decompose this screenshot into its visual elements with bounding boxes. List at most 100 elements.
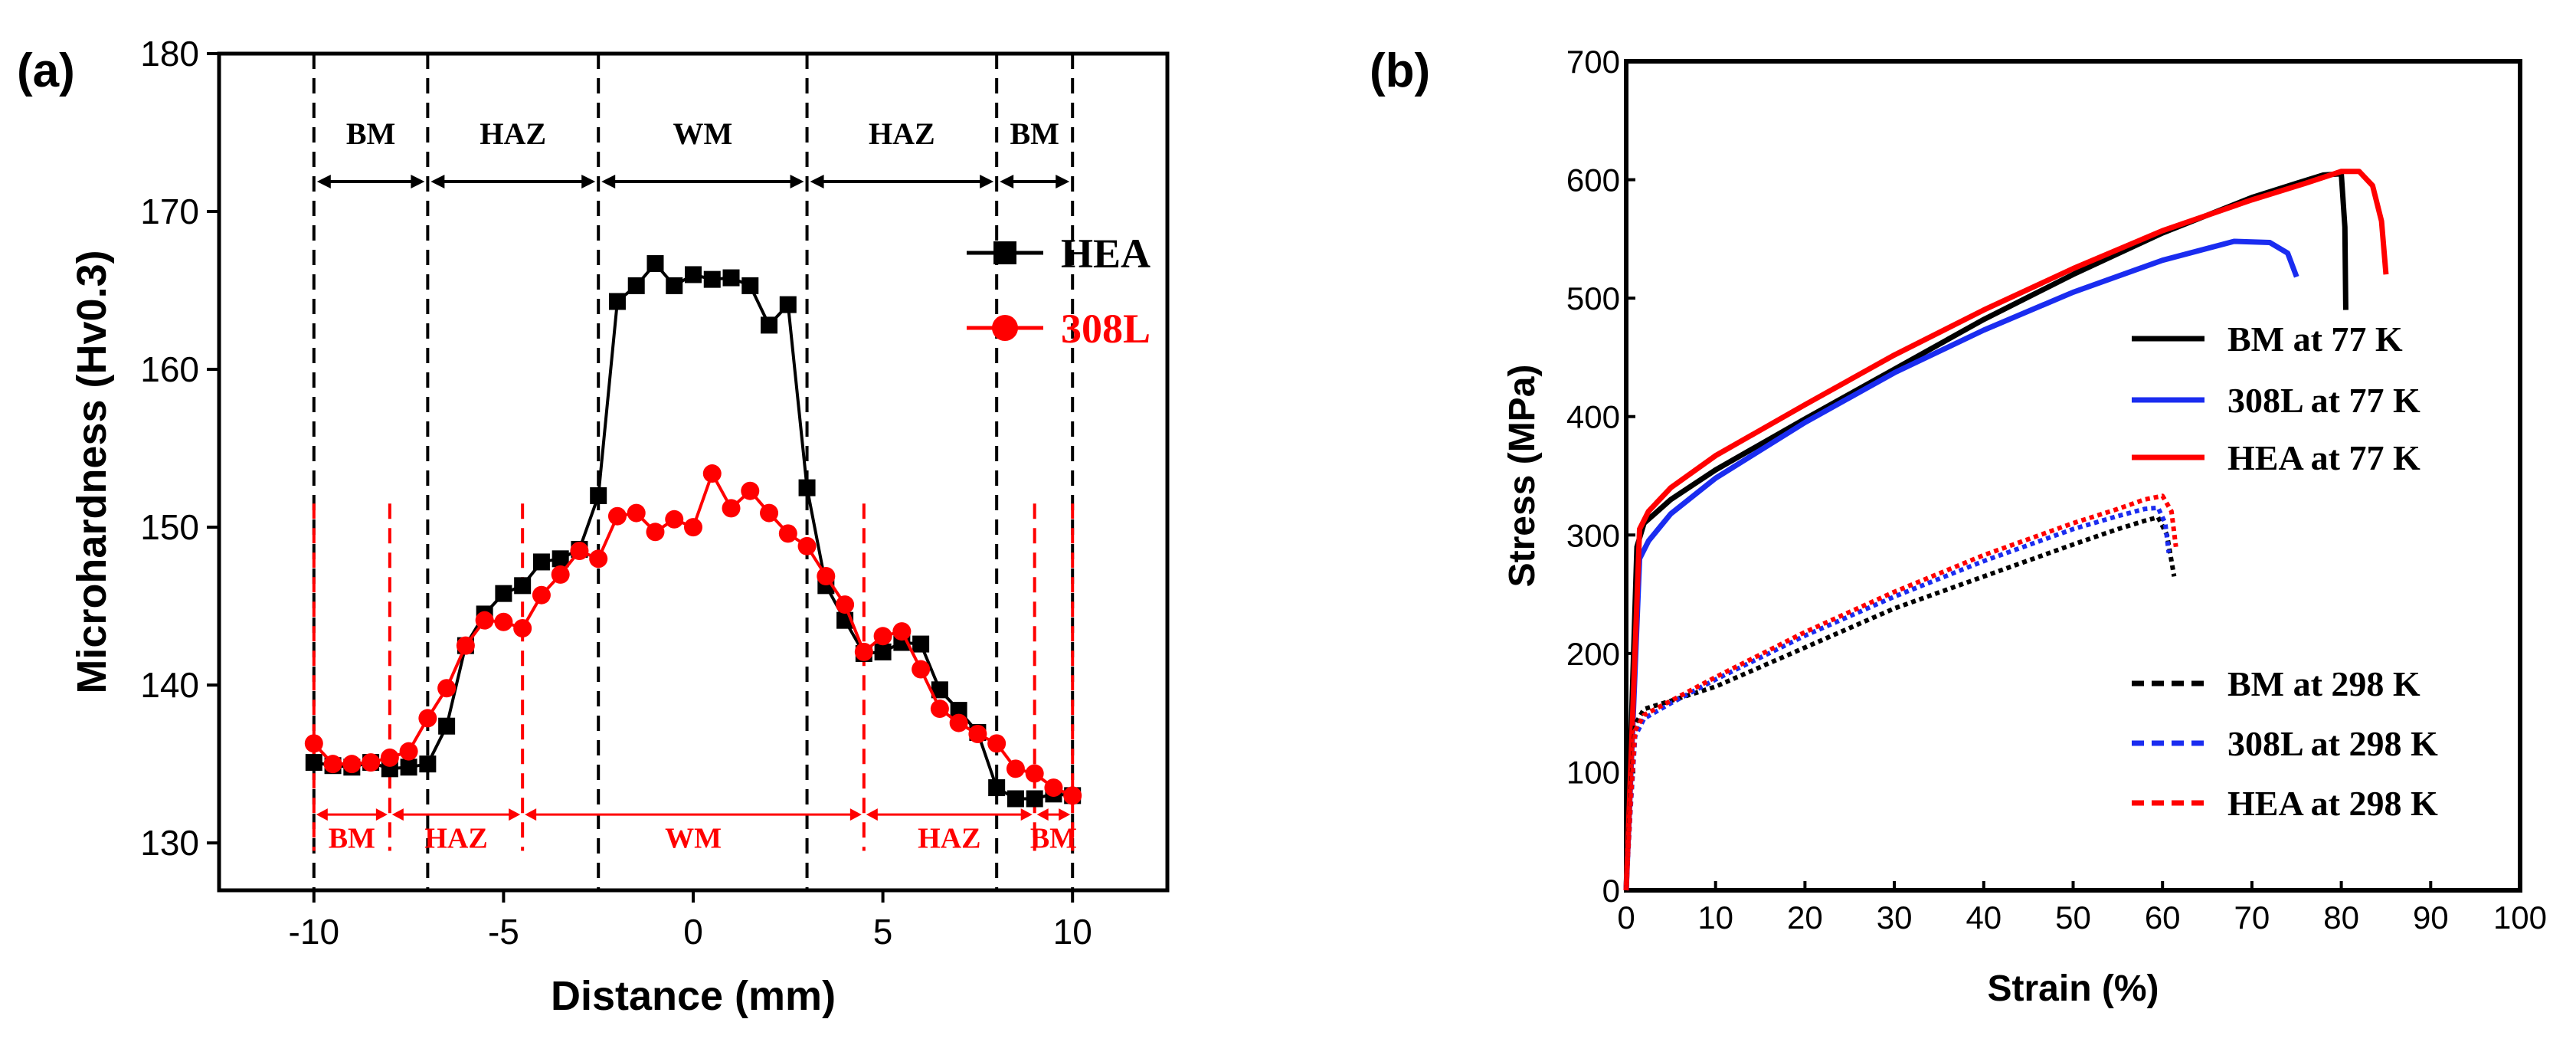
x-tick-label: 10	[1697, 899, 1733, 936]
panel-a-label: (a)	[17, 44, 75, 97]
data-point-hea	[627, 277, 645, 294]
y-tick-label: 300	[1566, 517, 1620, 553]
data-point-hea	[685, 266, 702, 283]
data-point-308l	[607, 506, 627, 526]
data-point-308l	[570, 542, 589, 561]
data-point-308l	[760, 503, 779, 523]
zone-arrowhead-black	[430, 175, 445, 188]
panel-b-x-axis-label: Strain (%)	[1987, 968, 2159, 1009]
y-tick-label: 180	[140, 34, 199, 74]
y-tick-label: 130	[140, 823, 199, 863]
data-point-hea	[400, 759, 417, 776]
zone-arrowhead-black	[1000, 175, 1014, 188]
data-point-hea	[931, 681, 948, 699]
data-point-308l	[380, 748, 399, 767]
data-point-hea	[608, 293, 626, 310]
zone-arrowhead-black	[790, 175, 804, 188]
data-point-308l	[1063, 786, 1082, 805]
data-point-308l	[741, 481, 760, 500]
x-tick-label: 70	[2234, 899, 2270, 936]
data-point-hea	[874, 643, 892, 660]
x-tick-label: -10	[289, 912, 339, 952]
zone-arrowhead-red	[1036, 808, 1049, 821]
data-point-308l	[1025, 764, 1044, 783]
legend-hea-label: HEA	[1061, 231, 1151, 277]
zone-arrowhead-black	[316, 175, 331, 188]
data-point-308l	[797, 536, 817, 555]
y-tick-label: 500	[1566, 280, 1620, 316]
panel-a-plot-area: -10 -5 0 5 10 130 140 150 160 170 180 BM HAZ WM HAZ BM B…	[140, 34, 1170, 952]
data-point-308l	[930, 700, 949, 719]
legend-bm-298k-label: BM at 298 K	[2227, 664, 2421, 703]
legend-hea-298k-label: HEA at 298 K	[2227, 784, 2438, 823]
data-point-308l	[1044, 778, 1063, 798]
zone-label-red: HAZ	[424, 822, 487, 854]
zone-arrowhead-red	[866, 808, 878, 821]
data-point-308l	[665, 510, 684, 529]
data-point-hea	[722, 269, 740, 287]
data-point-hea	[1007, 790, 1024, 808]
x-tick-label: 50	[2055, 899, 2091, 936]
y-tick-label: 170	[140, 192, 199, 231]
zone-arrowhead-red	[509, 808, 521, 821]
data-point-308l	[646, 523, 665, 542]
data-point-308l	[949, 713, 968, 732]
x-tick-label: 40	[1966, 899, 2002, 936]
data-point-308l	[892, 622, 912, 641]
series-line-hea-at-77-k	[1623, 169, 2389, 891]
data-point-308l	[987, 734, 1007, 753]
data-point-308l	[532, 585, 551, 605]
zone-arrowhead-red	[375, 808, 388, 821]
zone-arrowhead-black	[980, 175, 994, 188]
legend-bm-77k-label: BM at 77 K	[2227, 319, 2403, 359]
zone-arrowhead-red	[1059, 808, 1071, 821]
y-tick-label: 600	[1566, 162, 1620, 198]
data-point-308l	[778, 524, 797, 543]
panel-b-label: (b)	[1370, 44, 1430, 97]
data-point-hea	[305, 754, 322, 772]
y-tick-label: 160	[140, 349, 199, 389]
zone-label-black: HAZ	[869, 116, 935, 151]
data-point-hea	[438, 717, 456, 735]
data-point-308l	[968, 725, 987, 744]
panel-b-plot-area: 0 10 20 30 40 50 60 70 80 90 100 0 100 200 300 400 500 60…	[1566, 44, 2547, 936]
x-tick-label: 5	[873, 912, 893, 952]
data-point-308l	[323, 755, 342, 774]
data-point-308l	[551, 565, 570, 584]
zone-arrowhead-black	[810, 175, 824, 188]
data-point-hea	[912, 635, 930, 653]
x-tick-label: -5	[488, 912, 519, 952]
data-point-308l	[418, 709, 437, 728]
data-point-hea	[646, 255, 664, 273]
data-point-308l	[342, 755, 362, 774]
panel-a-legend: HEA 308L	[967, 231, 1151, 352]
zone-arrowhead-red	[849, 808, 862, 821]
zone-arrowhead-red	[525, 808, 537, 821]
zone-label-black: HAZ	[480, 116, 546, 151]
data-point-308l	[627, 503, 646, 523]
data-point-308l	[1006, 759, 1025, 778]
series-line-bm-at-298-k	[1624, 515, 2177, 891]
data-point-hea	[798, 479, 816, 496]
panel-a-x-axis-label: Distance (mm)	[551, 973, 836, 1019]
panel-a-y-axis-label: Microhardness (Hv0.3)	[69, 250, 115, 693]
zone-label-red: HAZ	[918, 822, 980, 854]
zone-label-red: BM	[329, 822, 375, 854]
zone-label-black: WM	[673, 116, 732, 151]
y-tick-label: 100	[1566, 754, 1620, 790]
legend-308l-77k-label: 308L at 77 K	[2227, 381, 2421, 420]
x-tick-label: 20	[1787, 899, 1823, 936]
x-tick-label: 0	[683, 912, 703, 952]
zone-arrowhead-black	[411, 175, 425, 188]
panel-a: (a) -10 -5 0 5 10 130 140 150 160 170 180 BM HAZ WM HA…	[17, 34, 1170, 1019]
zone-arrowhead-black	[581, 175, 596, 188]
zone-label-black: BM	[1010, 116, 1059, 151]
y-tick-label: 0	[1602, 873, 1620, 909]
zone-arrowhead-black	[1056, 175, 1070, 188]
legend-308l-label: 308L	[1061, 306, 1151, 352]
series-line-308l-at-77-k	[1623, 238, 2299, 891]
data-point-308l	[912, 660, 931, 679]
data-point-308l	[873, 627, 892, 646]
data-point-hea	[703, 270, 721, 288]
data-point-hea	[666, 277, 683, 294]
